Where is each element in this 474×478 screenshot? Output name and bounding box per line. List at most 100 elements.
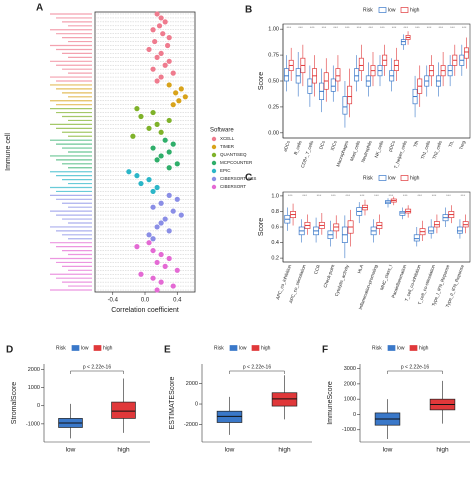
point [162, 62, 168, 68]
y-axis-label: Immune cell [5, 133, 12, 171]
x-tick-label: B_cells [293, 139, 303, 155]
y-tick-label: 0 [37, 403, 40, 409]
x-tick-label: -0.4 [108, 298, 119, 304]
point [150, 27, 156, 33]
point [146, 232, 152, 238]
x-tick-label: DCs [318, 139, 326, 150]
significance: *** [462, 25, 467, 30]
point [158, 220, 164, 226]
y-tick-label: 0.50 [268, 78, 279, 84]
legend-swatch [378, 7, 387, 13]
legend-label: high [261, 345, 271, 351]
point [173, 90, 179, 96]
box [347, 85, 353, 105]
box [342, 96, 348, 115]
significance: *** [374, 193, 379, 198]
point [154, 224, 160, 230]
point [150, 275, 156, 281]
box [271, 392, 298, 407]
significance: *** [322, 25, 327, 30]
y-tick-label: 0 [353, 412, 356, 418]
x-tick-label: MHC_class_I [379, 264, 393, 291]
x-tick-label: NK_cells [374, 139, 385, 158]
legend-label: high [410, 7, 420, 13]
legend-label: low [81, 345, 89, 351]
point [154, 259, 160, 266]
point [134, 106, 140, 112]
point [158, 74, 164, 80]
x-tick-label: iDCs [330, 139, 338, 151]
y-axis-label: ESTIMATEScore [169, 377, 176, 430]
legend-title: Risk [372, 345, 382, 351]
legend-label: high [410, 175, 420, 181]
point [176, 98, 182, 104]
y-tick-label: 1000 [344, 397, 356, 403]
legend-title: Risk [56, 345, 66, 351]
y-tick-label: 0.4 [271, 240, 279, 246]
significance: *** [357, 25, 362, 30]
legend-label: low [388, 175, 396, 181]
significance: *** [438, 25, 443, 30]
legend-swatch [229, 345, 238, 351]
x-tick-label: low [225, 447, 235, 454]
legend-swatch [211, 136, 217, 142]
significance: *** [460, 193, 465, 198]
x-tick-label: 0.4 [173, 298, 182, 304]
y-axis-label: ImmuneScore [327, 381, 334, 425]
legend-swatch [251, 345, 260, 351]
point [150, 236, 156, 242]
legend-swatch [211, 160, 217, 166]
point [162, 19, 168, 25]
y-tick-label: -1000 [342, 427, 356, 433]
point [166, 35, 172, 41]
point [182, 94, 188, 100]
x-tick-label: HLA [356, 264, 364, 274]
significance: *** [380, 25, 385, 30]
panel-letter: A [36, 3, 43, 14]
point [158, 129, 164, 135]
y-tick-label: 0.2 [271, 256, 279, 262]
point [166, 165, 172, 171]
point [166, 58, 172, 64]
significance: *** [288, 193, 293, 198]
point [138, 113, 144, 120]
point [162, 263, 168, 269]
point [166, 192, 172, 198]
y-tick-label: 0.6 [271, 224, 279, 230]
point [162, 216, 168, 222]
x-tick-label: APC_co_stimulation [288, 264, 307, 304]
x-tick-label: CCR [313, 263, 321, 275]
x-tick-label: Check-point [322, 263, 335, 288]
point [156, 23, 163, 29]
point [166, 255, 172, 262]
x-tick-label: high [117, 447, 130, 454]
point [146, 125, 152, 131]
point [146, 46, 152, 53]
significance: *** [450, 25, 455, 30]
legend-swatch [387, 345, 396, 351]
x-tick-label: CD8+_T_cells [300, 139, 315, 168]
significance: *** [392, 25, 397, 30]
significance: *** [298, 25, 303, 30]
point [138, 271, 144, 277]
box [464, 47, 469, 59]
point [158, 279, 164, 285]
significance: *** [432, 193, 437, 198]
legend-label: low [388, 7, 396, 13]
significance: *** [360, 193, 365, 198]
panel-letter: C [245, 173, 252, 184]
point [178, 212, 184, 218]
y-tick-label: 0.00 [268, 130, 279, 136]
box [111, 401, 136, 419]
significance: *** [403, 25, 408, 30]
x-tick-label: Neutrophils [360, 139, 373, 163]
x-tick-label: Th1_cells [420, 139, 432, 160]
point [178, 86, 184, 92]
y-axis-label: Score [258, 72, 265, 90]
y-tick-label: 0 [195, 401, 198, 407]
panel-letter: E [164, 345, 171, 356]
significance: *** [415, 25, 420, 30]
significance: *** [389, 193, 394, 198]
legend-swatch [71, 345, 80, 351]
legend-swatch [211, 144, 217, 150]
